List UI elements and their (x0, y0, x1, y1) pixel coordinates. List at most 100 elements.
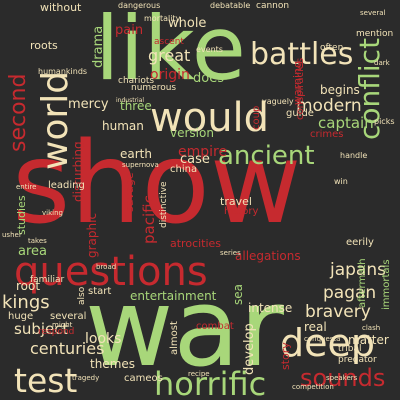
word-like: like (95, 0, 246, 100)
word-dangerous: dangerous (118, 1, 161, 10)
word-intense: intense (248, 301, 293, 315)
word-show: show (12, 119, 302, 249)
word-sounds: sounds (300, 364, 386, 392)
word-travel: travel (220, 195, 252, 208)
word-entertainment: entertainment (130, 289, 217, 303)
word-whole: whole (168, 16, 207, 31)
word-captain: captain (318, 114, 374, 132)
word-questions: questions (14, 249, 208, 295)
word-predator: predator (338, 355, 377, 365)
word-pacific: pacific (140, 195, 158, 244)
word-kings: kings (2, 292, 50, 313)
word-industrial: industrial (116, 97, 145, 104)
word-eerily: eerily (346, 237, 374, 248)
word-humankinds: humankinds (38, 67, 88, 76)
word-themes: themes (90, 357, 136, 371)
word-mention: mention (356, 29, 394, 39)
word-supernova: supernova (122, 161, 159, 169)
word-also: also (77, 286, 87, 305)
word-broad: broad (96, 263, 117, 271)
word-begins: begins (320, 83, 360, 97)
word-disturbing: disturbing (71, 141, 85, 202)
word-graphic: graphic (85, 212, 99, 258)
word-develop: develop (242, 323, 257, 375)
word-events: events (196, 45, 223, 54)
word-chariots: chariots (118, 76, 155, 86)
word-usher: usher (2, 231, 22, 239)
word-respond: respond (38, 327, 75, 337)
word-several-2: several (360, 9, 386, 17)
word-distinctive: distinctive (159, 181, 169, 228)
word-start: start (88, 286, 112, 297)
word-cannon: cannon (256, 1, 290, 11)
word-picks: picks (374, 117, 395, 126)
word-test: test (14, 361, 78, 400)
word-atrocities: atrocities (170, 237, 222, 250)
word-speakers: speakers (326, 374, 358, 382)
word-almost: almost (169, 321, 180, 355)
word-root: root (16, 279, 41, 293)
word-war: war (85, 266, 284, 391)
word-subject: subject (14, 320, 69, 338)
word-often: often (320, 43, 344, 53)
word-debatable: debatable (210, 1, 251, 10)
word-familiar: familiar (30, 275, 65, 285)
word-clash: clash (362, 324, 381, 332)
word-might: might (52, 321, 73, 329)
word-savage: savage (123, 172, 136, 212)
word-combat: combat (196, 321, 234, 332)
word-drama: drama (91, 25, 106, 68)
word-numerous: numerous (131, 83, 177, 93)
word-huge: huge (8, 311, 34, 322)
word-coup: coup (251, 105, 262, 130)
word-crimes: crimes (310, 129, 344, 140)
word-matter: matter (348, 333, 389, 347)
word-roots: roots (30, 39, 58, 52)
word-handle: handle (340, 151, 368, 160)
word-several: several (50, 311, 87, 322)
word-immortals: immortals (381, 259, 392, 310)
word-china: china (170, 164, 198, 175)
word-case: case (180, 152, 210, 167)
word-does: does (193, 71, 224, 86)
word-would: would (150, 95, 270, 141)
word-allegations: allegations (235, 249, 301, 263)
word-competition: competition (292, 383, 334, 391)
word-empire: empire (178, 144, 228, 160)
word-studies: studies (15, 195, 28, 235)
word-pain: pain (115, 23, 144, 38)
word-recipe: recipe (188, 370, 210, 378)
word-story: story (279, 342, 292, 370)
word-mercy: mercy (68, 97, 109, 112)
word-sea: sea (231, 284, 245, 305)
word-tragedy: tragedy (72, 374, 100, 382)
word-guide: guide (286, 108, 314, 119)
word-ascent: ascent (154, 37, 184, 47)
word-battles: battles (250, 37, 354, 72)
word-origin: origin (150, 67, 190, 83)
word-ancient: ancient (218, 141, 315, 171)
word-great: great (148, 46, 191, 65)
word-horrific: horrific (154, 365, 267, 400)
word-three: three (120, 99, 152, 113)
word-modern: modern (296, 96, 362, 116)
word-japans: japans (330, 260, 386, 280)
word-conquesta: conquesta (304, 335, 341, 343)
word-deep: deep (280, 321, 375, 365)
word-aftermath: aftermath (357, 258, 368, 308)
word-world: world (35, 70, 76, 170)
word-earth: earth (120, 147, 152, 161)
word-cameos: cameos (124, 373, 163, 384)
word-pagan: pagan (323, 283, 377, 303)
word-viking: viking (42, 209, 63, 217)
word-area: area (18, 244, 47, 259)
word-conspiracies: conspiracies (295, 57, 306, 120)
word-dark: dark (374, 59, 390, 67)
word-second: second (6, 73, 31, 152)
word-looks: looks (85, 331, 122, 347)
word-tribal: tribal (338, 344, 362, 354)
word-takes: takes (28, 237, 47, 245)
word-entire: entire (16, 183, 37, 191)
word-version: version (170, 126, 214, 140)
